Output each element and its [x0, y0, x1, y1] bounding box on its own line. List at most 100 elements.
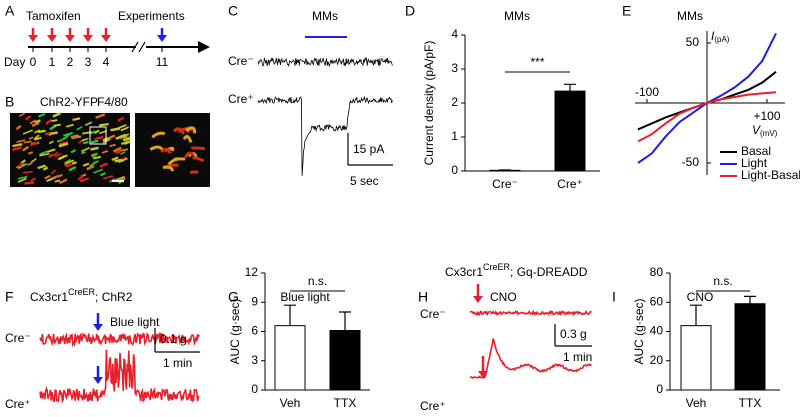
arrow-head	[101, 35, 111, 42]
trace	[469, 309, 592, 317]
cell-stroke	[17, 177, 27, 183]
bar	[329, 330, 361, 391]
arrow-head	[28, 35, 38, 42]
cell-stroke	[76, 125, 83, 131]
cell-process	[162, 165, 175, 172]
x-tick-label: Cre⁻	[492, 177, 518, 191]
cell-stroke	[81, 137, 89, 142]
cell-stroke	[58, 142, 69, 148]
scale-label: 0.1 g	[160, 332, 187, 346]
cell-stroke	[82, 162, 90, 167]
chart-title: MMs	[504, 9, 530, 23]
cell-stroke	[83, 140, 89, 145]
cell-stroke	[52, 174, 60, 180]
chart-title: MMs	[677, 9, 703, 23]
cell-process	[185, 126, 197, 134]
cell-stroke	[113, 146, 122, 153]
cell-stroke	[77, 175, 84, 181]
y-tick-label: 1	[451, 129, 458, 143]
cell-stroke	[88, 162, 96, 168]
cell-stroke	[53, 151, 59, 157]
cell-stroke	[59, 178, 68, 185]
bar	[554, 90, 586, 172]
cell-stroke	[116, 124, 127, 130]
scale-label: 15 pA	[353, 142, 384, 156]
y-tick-label: 6	[251, 324, 258, 338]
timeline-arrowhead	[198, 41, 210, 53]
cell-stroke	[54, 179, 61, 183]
x-tick-label: TTX	[334, 396, 357, 410]
y-tick-label: 9	[251, 294, 258, 308]
scale-label: 5 sec	[350, 174, 379, 188]
trace	[469, 338, 593, 380]
panel-label: H	[418, 289, 428, 305]
cell-process	[189, 170, 199, 175]
axis-break	[131, 41, 146, 53]
cell-stroke	[63, 131, 74, 137]
cell-stroke	[71, 134, 80, 139]
cell-stroke	[93, 129, 100, 135]
cell-stroke	[122, 133, 130, 138]
allele: CreER	[68, 287, 96, 297]
cell-stroke	[29, 119, 37, 125]
cell-stroke	[65, 123, 74, 128]
arrow-head	[157, 35, 167, 42]
cell-stroke	[99, 162, 109, 168]
cell-stroke	[24, 181, 35, 185]
day-number: 3	[85, 55, 92, 69]
panel-label: E	[622, 3, 631, 19]
cell-stroke	[48, 153, 54, 158]
cell-stroke	[65, 163, 72, 168]
stimulus-label: Blue light	[110, 315, 160, 329]
panel-label: F	[5, 289, 14, 305]
cell-stroke	[48, 140, 54, 145]
construct: ; Gq-DREADD	[510, 265, 588, 279]
stimulus-label: CNO	[490, 290, 517, 304]
arrow-head	[65, 35, 75, 42]
y-axis-label: AUC (g·sec)	[228, 298, 242, 364]
panel-label: B	[5, 94, 14, 110]
cell-stroke	[95, 135, 104, 140]
cell-stroke	[45, 118, 53, 125]
cell-stroke	[58, 155, 65, 160]
cell-stroke	[80, 151, 86, 155]
row-label: Cre⁻	[5, 331, 31, 345]
cell-stroke	[39, 150, 48, 156]
scale-label: 1 min	[163, 356, 192, 370]
x-tick-label: Veh	[280, 396, 301, 410]
stain-label: F4/80	[97, 95, 128, 109]
cell-stroke	[115, 175, 126, 181]
day-number: 2	[67, 55, 74, 69]
cell-stroke	[122, 137, 131, 142]
cell-stroke	[84, 121, 93, 127]
genotype-label: Cx3cr1CreER; ChR2	[30, 287, 133, 304]
legend-label: Basal	[741, 144, 771, 158]
treatment-label: Tamoxifen	[26, 9, 81, 23]
cell-stroke	[30, 158, 37, 164]
cell-stroke	[101, 149, 109, 154]
cell-stroke	[109, 143, 116, 148]
cell-stroke	[27, 151, 34, 155]
cell-stroke	[33, 134, 40, 140]
cell-stroke	[120, 151, 126, 156]
cell-process	[182, 134, 193, 143]
cell-stroke	[98, 130, 108, 135]
chart-title: CNO	[687, 290, 714, 304]
cell-stroke	[17, 175, 28, 180]
scale-label: 0.3 g	[560, 327, 587, 341]
cell-stroke	[37, 113, 46, 118]
cell-stroke	[56, 139, 63, 143]
cell-stroke	[37, 164, 47, 170]
cell-stroke	[91, 152, 98, 159]
y-axis-label: AUC (g·sec)	[632, 298, 646, 364]
panel-label: D	[405, 3, 415, 19]
series-line	[637, 91, 777, 143]
cell-stroke	[23, 140, 32, 144]
day-number: 4	[103, 55, 110, 69]
y-tick-label: 2	[451, 95, 458, 109]
panel-label: C	[228, 3, 238, 19]
cell-stroke	[90, 146, 99, 151]
endpoint-label: Experiments	[118, 9, 185, 23]
cell-stroke	[34, 129, 41, 134]
